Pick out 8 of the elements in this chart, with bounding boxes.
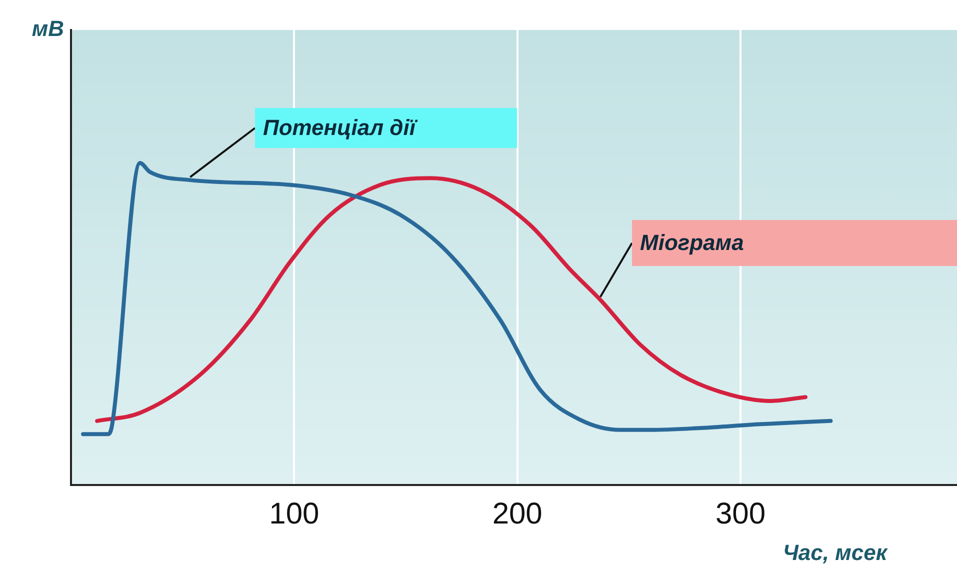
name-tag: Міограма bbox=[632, 220, 957, 266]
x-tick-label: 300 bbox=[715, 497, 766, 530]
x-axis-title: Час, мсек bbox=[782, 540, 887, 566]
x-tick-label: 100 bbox=[269, 497, 320, 530]
text: мВ bbox=[32, 16, 64, 42]
x-tick-label: 200 bbox=[492, 497, 542, 530]
name-tag: Потенціал дії bbox=[255, 108, 517, 148]
series-label: Потенціал дії bbox=[263, 115, 416, 141]
